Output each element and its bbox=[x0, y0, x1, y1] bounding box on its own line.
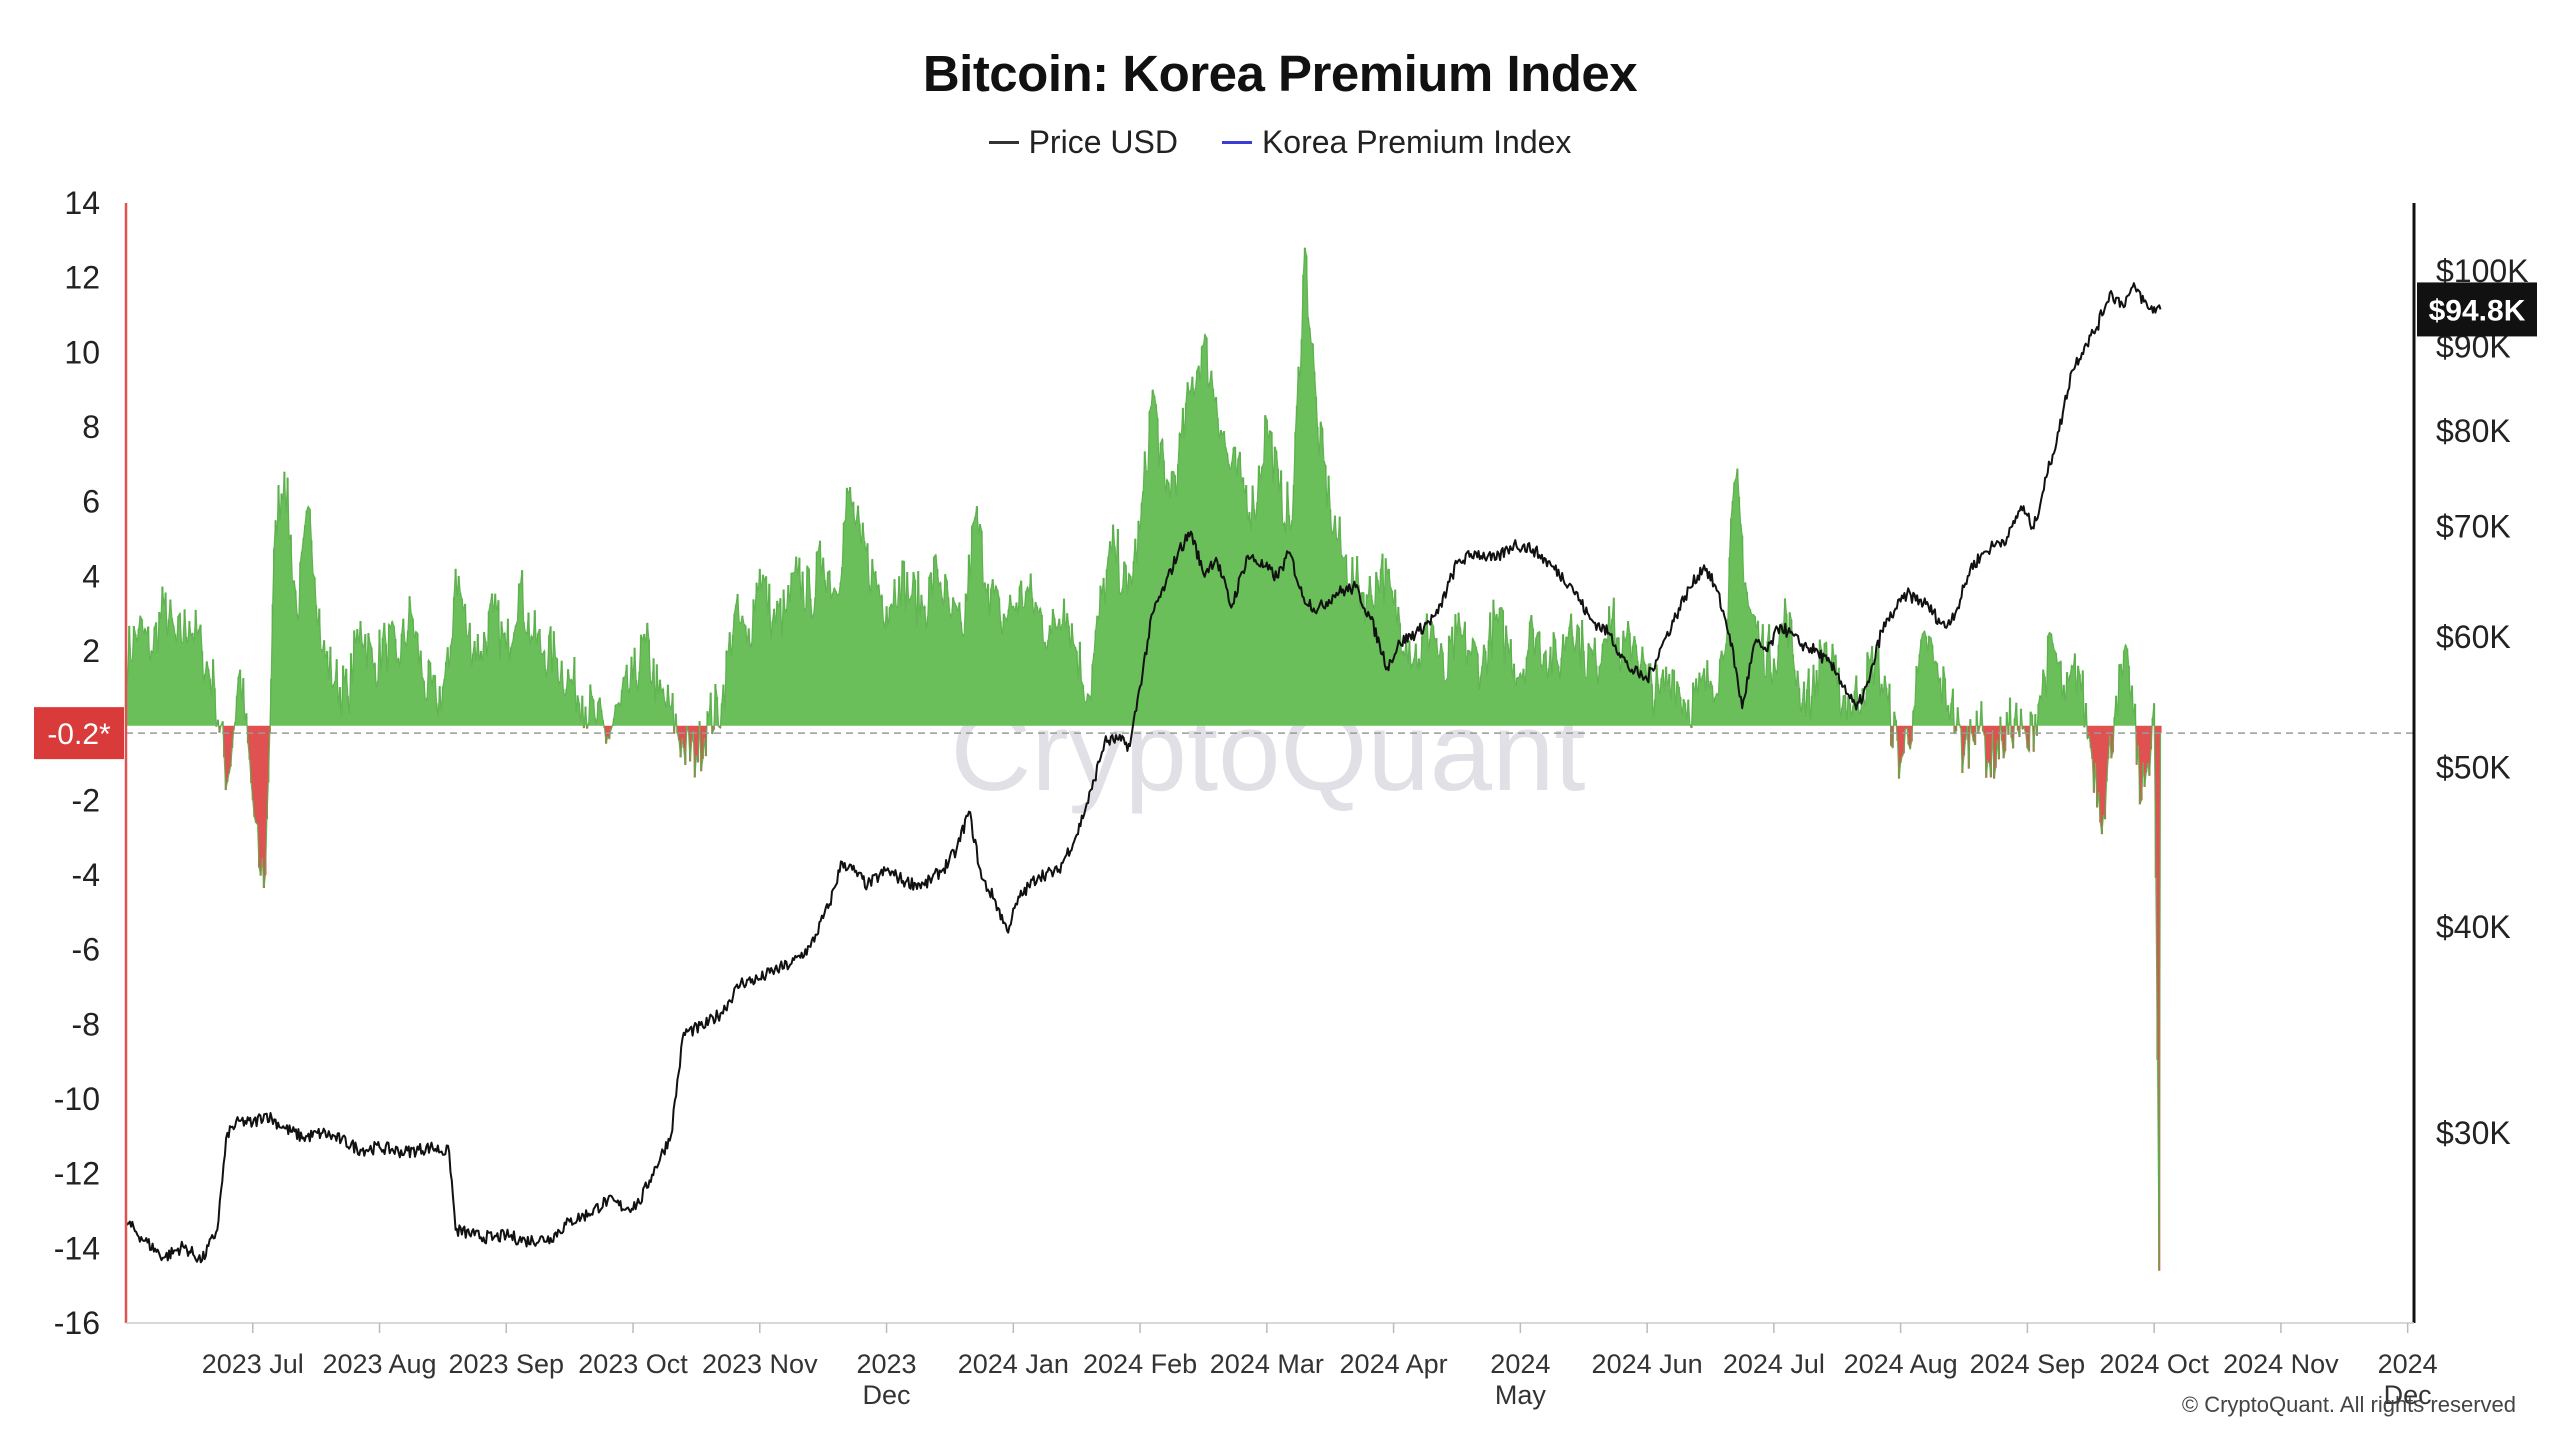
copyright-notice: © CryptoQuant. All rights reserved bbox=[2181, 1392, 2516, 1417]
x-tick-label: 2023 Aug bbox=[322, 1349, 436, 1379]
x-tick-label: Dec bbox=[863, 1380, 911, 1410]
x-axis-ticks: 2023 Jul 2023 Aug 2023 Sep 2023 Oct 2023 Nov… bbox=[202, 1323, 2438, 1410]
x-tick-label: 2024 Jul bbox=[1723, 1349, 1825, 1379]
x-tick-label: 2024 Mar bbox=[1210, 1349, 1324, 1379]
right-axis-ticks: $100K$90K$80K$70K$60K$50K$40K$30K bbox=[2436, 253, 2529, 1151]
right-tick-label: $50K bbox=[2436, 749, 2511, 785]
x-tick-label: 2024 Oct bbox=[2099, 1349, 2209, 1379]
left-tick-label: 10 bbox=[64, 334, 100, 370]
price-line bbox=[125, 282, 2162, 1264]
legend-label-kpi: Korea Premium Index bbox=[1261, 124, 1572, 160]
x-tick-label: 2023 Nov bbox=[702, 1349, 818, 1379]
right-tick-label: $40K bbox=[2436, 909, 2511, 945]
x-tick-label: 2023 Sep bbox=[448, 1349, 564, 1379]
axes bbox=[124, 203, 2416, 1324]
left-tick-label: 2 bbox=[82, 633, 100, 669]
right-tick-label: $30K bbox=[2436, 1115, 2511, 1151]
left-tick-label: 6 bbox=[82, 484, 100, 520]
kpi-positive-bars bbox=[124, 247, 2156, 726]
left-tick-label: 4 bbox=[82, 558, 100, 594]
current-kpi-marker-bg bbox=[34, 707, 124, 760]
legend-item-price[interactable]: Price USD bbox=[988, 124, 1178, 161]
left-tick-label: -6 bbox=[72, 932, 100, 968]
x-tick-label: 2024 Feb bbox=[1083, 1349, 1197, 1379]
x-tick-label: 2024 Sep bbox=[1970, 1349, 2086, 1379]
left-tick-label: -12 bbox=[54, 1156, 100, 1192]
x-tick-label: 2024 bbox=[1490, 1349, 1550, 1379]
current-value-markers: -0.2* $94.8K bbox=[34, 282, 2537, 760]
current-price-marker: $94.8K bbox=[2417, 282, 2537, 337]
legend-label-price: Price USD bbox=[1028, 124, 1178, 160]
current-kpi-marker-label: -0.2* bbox=[47, 718, 111, 751]
left-tick-label: -10 bbox=[54, 1081, 100, 1117]
x-tick-label: 2024 Jan bbox=[958, 1349, 1069, 1379]
price-series bbox=[125, 282, 2162, 1264]
current-price-marker-label: $94.8K bbox=[2429, 294, 2526, 327]
right-tick-label: $60K bbox=[2436, 619, 2511, 655]
left-tick-label: 12 bbox=[64, 260, 100, 296]
right-tick-label: $80K bbox=[2436, 413, 2511, 449]
legend-swatch-price bbox=[988, 141, 1019, 144]
x-tick-label: 2024 Aug bbox=[1844, 1349, 1958, 1379]
left-tick-label: 8 bbox=[82, 409, 100, 445]
x-tick-label: 2024 Nov bbox=[2223, 1349, 2339, 1379]
chart-title: Bitcoin: Korea Premium Index bbox=[922, 45, 1638, 102]
left-tick-label: 14 bbox=[64, 185, 100, 221]
left-axis-ticks: 14 12 10 8 6 4 2 -2 -4 -6 -8 -10 -12 -14 -16 bbox=[54, 185, 100, 1341]
left-tick-label: -8 bbox=[72, 1006, 100, 1042]
x-tick-label: 2024 bbox=[2378, 1349, 2438, 1379]
kpi-line bbox=[125, 247, 2162, 1271]
left-tick-label: -16 bbox=[54, 1305, 100, 1341]
x-tick-label: May bbox=[1495, 1380, 1547, 1410]
legend-item-kpi[interactable]: Korea Premium Index bbox=[1221, 124, 1572, 161]
left-tick-label: -4 bbox=[72, 857, 100, 893]
current-price-marker-bg bbox=[2417, 282, 2537, 337]
left-tick-label: -14 bbox=[54, 1230, 100, 1266]
right-tick-label: $70K bbox=[2436, 508, 2511, 544]
x-tick-label: 2023 bbox=[857, 1349, 917, 1379]
x-tick-label: 2023 Jul bbox=[202, 1349, 304, 1379]
x-tick-label: 2023 Oct bbox=[578, 1349, 688, 1379]
x-tick-label: Dec bbox=[2384, 1380, 2432, 1410]
legend-swatch-kpi bbox=[1221, 141, 1252, 144]
left-tick-label: -2 bbox=[72, 782, 100, 818]
x-tick-label: 2024 Apr bbox=[1340, 1349, 1448, 1379]
x-tick-label: 2024 Jun bbox=[1592, 1349, 1703, 1379]
legend: Price USD Korea Premium Index bbox=[0, 124, 2560, 161]
current-kpi-marker: -0.2* bbox=[34, 707, 124, 760]
